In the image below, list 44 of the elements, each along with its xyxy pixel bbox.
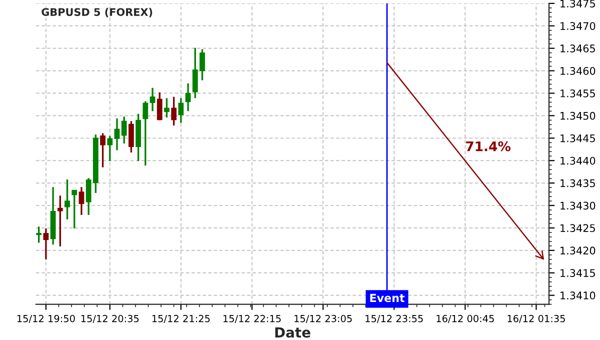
candlestick: [57, 194, 63, 248]
y-tick-label: 1.3430: [560, 202, 596, 210]
candlestick: [171, 96, 177, 126]
candlestick: [185, 82, 191, 112]
y-tick-label: 1.3450: [560, 112, 596, 120]
candlestick: [72, 189, 78, 230]
x-tick-label: 15/12 21:25: [152, 314, 210, 324]
y-tick-label: 1.3475: [560, 0, 595, 8]
x-tick-label: 15/12 22:15: [224, 314, 281, 324]
candlestick: [100, 132, 106, 168]
candlestick: [107, 135, 113, 162]
x-tick-label: 16/12 00:45: [436, 314, 494, 324]
chart-title: GBPUSD 5 (FOREX): [42, 8, 152, 18]
y-tick-label: 1.3470: [560, 22, 596, 30]
x-tick-label: 16/12 01:35: [508, 314, 565, 324]
y-tick-label: 1.3445: [560, 134, 595, 142]
x-axis-title: Date: [275, 327, 310, 338]
candlestick: [142, 100, 148, 166]
candlestick: [36, 226, 42, 244]
x-tick-label: 15/12 23:55: [366, 314, 423, 324]
annotation: 71.4%: [466, 141, 511, 152]
y-tick-label: 1.3465: [560, 44, 595, 52]
y-tick-label: 1.3415: [560, 269, 595, 277]
candlestick: [156, 91, 162, 121]
candlestick: [64, 178, 70, 220]
ref-line-label: Event: [370, 294, 405, 302]
y-tick-label: 1.3455: [560, 89, 595, 98]
candlestick: [121, 116, 127, 144]
x-tick-label: 15/12 23:05: [294, 314, 352, 324]
candlestick: [150, 86, 156, 112]
candlestick: [178, 97, 184, 124]
x-tick-label: 15/12 19:50: [17, 314, 75, 324]
x-tick-label: 15/12 20:35: [81, 314, 139, 324]
y-tick-label: 1.3410: [560, 292, 596, 300]
candlestick: [78, 186, 84, 216]
y-tick-label: 1.3460: [560, 66, 596, 75]
y-tick-label: 1.3425: [560, 224, 595, 232]
candlestick: [43, 228, 49, 260]
y-tick-label: 1.3435: [560, 179, 595, 188]
candlestick: [114, 118, 120, 152]
y-tick-label: 1.3440: [560, 156, 596, 165]
candlestick: [164, 97, 170, 118]
y-tick-label: 1.3420: [560, 246, 596, 255]
candlestick: [128, 120, 134, 154]
